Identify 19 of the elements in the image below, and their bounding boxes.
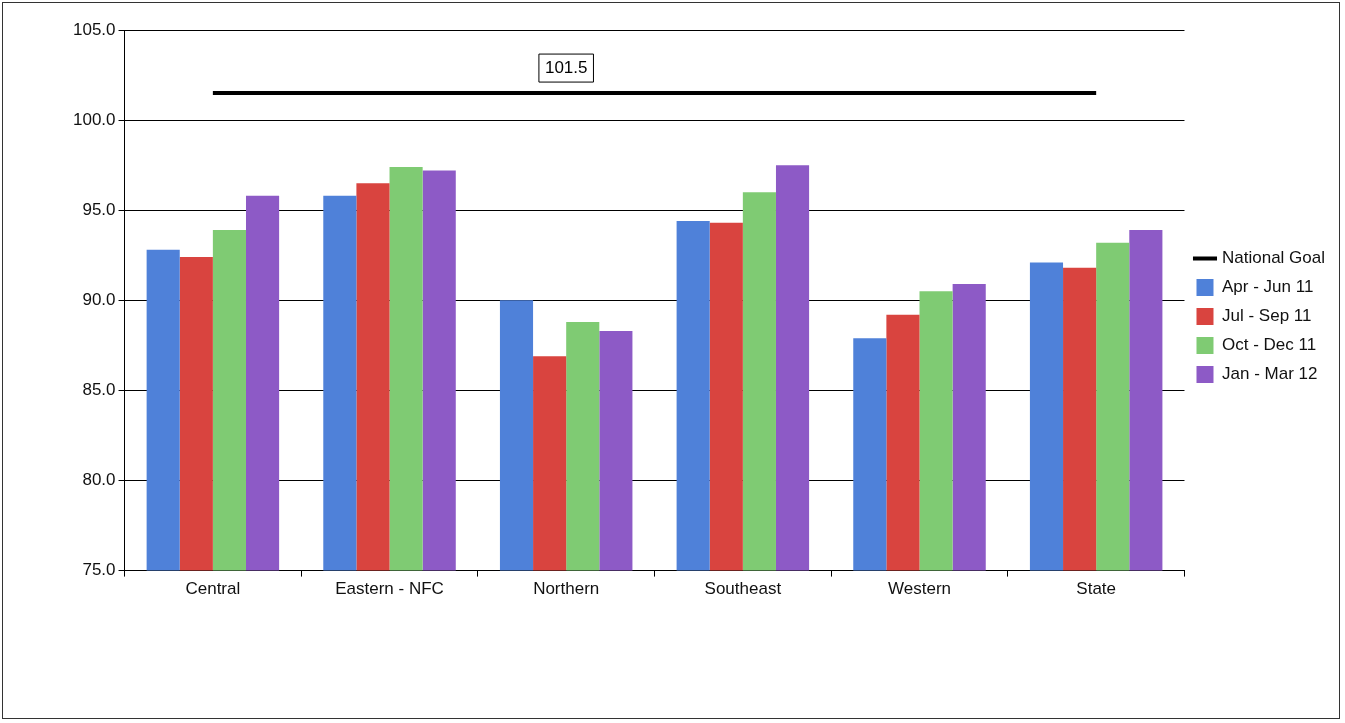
x-tick-label: Southeast [704, 579, 782, 599]
legend-label: Jul - Sep 11 [1222, 306, 1312, 326]
y-tick-label: 75.0 [82, 560, 116, 580]
y-tick-label: 95.0 [82, 199, 116, 219]
x-tick-label: Northern [533, 579, 600, 599]
legend-label: Oct - Dec 11 [1222, 335, 1317, 355]
x-tick-label: Western [888, 579, 952, 599]
legend-label: National Goal [1222, 248, 1326, 268]
legend-label: Jan - Mar 12 [1222, 364, 1318, 384]
annotation: 101.5 [544, 57, 588, 77]
y-tick-label: 80.0 [82, 470, 116, 490]
y-tick-label: 90.0 [82, 289, 116, 309]
y-tick-label: 85.0 [82, 380, 116, 400]
legend-label: Apr - Jun 11 [1222, 277, 1314, 297]
y-tick-label: 100.0 [72, 109, 116, 129]
x-tick-label: State [1076, 579, 1117, 599]
x-tick-label: Central [185, 579, 241, 599]
y-tick-label: 105.0 [72, 19, 116, 39]
x-tick-label: Eastern - NFC [335, 579, 444, 599]
